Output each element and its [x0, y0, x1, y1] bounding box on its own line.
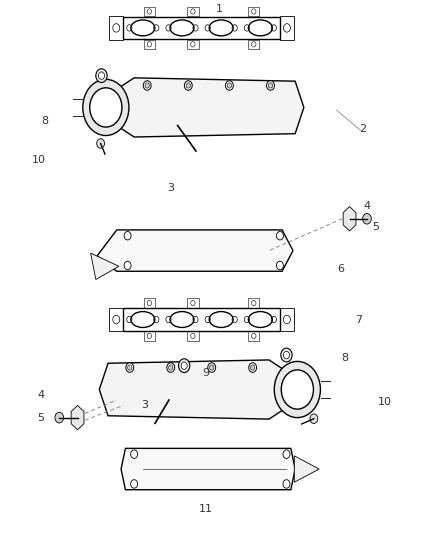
Circle shape: [143, 80, 151, 90]
Circle shape: [283, 450, 290, 458]
Text: 4: 4: [37, 390, 44, 400]
Circle shape: [167, 363, 175, 373]
Text: 10: 10: [378, 397, 392, 407]
Polygon shape: [294, 456, 319, 482]
Circle shape: [124, 261, 131, 270]
Circle shape: [55, 413, 64, 423]
Polygon shape: [91, 253, 119, 279]
Circle shape: [283, 480, 290, 488]
Circle shape: [249, 363, 257, 373]
Bar: [144, 39, 155, 49]
Bar: [144, 331, 155, 341]
Circle shape: [186, 83, 191, 88]
Bar: [187, 331, 198, 341]
Circle shape: [83, 79, 129, 135]
Circle shape: [126, 363, 134, 373]
Polygon shape: [104, 78, 304, 137]
Circle shape: [96, 69, 107, 83]
Bar: [248, 298, 259, 308]
Bar: [144, 298, 155, 308]
Text: 3: 3: [141, 400, 148, 410]
Circle shape: [226, 80, 233, 90]
Circle shape: [145, 83, 149, 88]
Bar: [248, 39, 259, 49]
Circle shape: [99, 72, 105, 79]
Text: 6: 6: [337, 264, 344, 274]
Text: 3: 3: [168, 183, 175, 193]
Circle shape: [90, 88, 122, 127]
Circle shape: [363, 214, 371, 224]
Bar: [187, 298, 198, 308]
Text: 8: 8: [41, 116, 49, 126]
Circle shape: [208, 363, 215, 373]
Bar: [187, 7, 198, 16]
Bar: [280, 16, 294, 39]
Circle shape: [227, 83, 232, 88]
Circle shape: [276, 231, 283, 240]
Circle shape: [310, 414, 318, 423]
Polygon shape: [121, 448, 295, 490]
Circle shape: [181, 362, 187, 369]
Text: 8: 8: [342, 353, 349, 362]
Bar: [280, 308, 294, 331]
Circle shape: [281, 370, 314, 409]
Text: 2: 2: [359, 124, 366, 134]
Circle shape: [281, 348, 292, 362]
Bar: [248, 331, 259, 341]
Circle shape: [276, 261, 283, 270]
Bar: [110, 308, 123, 331]
Text: 5: 5: [37, 413, 44, 423]
Text: 7: 7: [355, 314, 362, 325]
Circle shape: [209, 365, 214, 370]
Circle shape: [184, 80, 192, 90]
Polygon shape: [99, 360, 300, 419]
Circle shape: [131, 450, 138, 458]
Circle shape: [251, 365, 255, 370]
Circle shape: [268, 83, 273, 88]
Circle shape: [97, 139, 105, 148]
Circle shape: [124, 231, 131, 240]
Polygon shape: [71, 406, 84, 430]
Bar: [110, 16, 123, 39]
Bar: [248, 7, 259, 16]
Text: 9: 9: [202, 368, 209, 377]
Text: 5: 5: [372, 222, 379, 232]
Text: 1: 1: [215, 4, 223, 14]
Circle shape: [131, 480, 138, 488]
Text: 11: 11: [199, 504, 213, 514]
Bar: [123, 17, 280, 39]
Bar: [187, 39, 198, 49]
Circle shape: [283, 351, 290, 359]
Circle shape: [127, 365, 132, 370]
Circle shape: [169, 365, 173, 370]
Bar: [123, 309, 280, 330]
Polygon shape: [97, 230, 293, 271]
Circle shape: [267, 80, 275, 90]
Bar: [144, 7, 155, 16]
Circle shape: [179, 359, 190, 373]
Circle shape: [274, 361, 321, 418]
Text: 10: 10: [32, 156, 46, 165]
Text: 4: 4: [364, 200, 371, 211]
Polygon shape: [343, 207, 356, 231]
